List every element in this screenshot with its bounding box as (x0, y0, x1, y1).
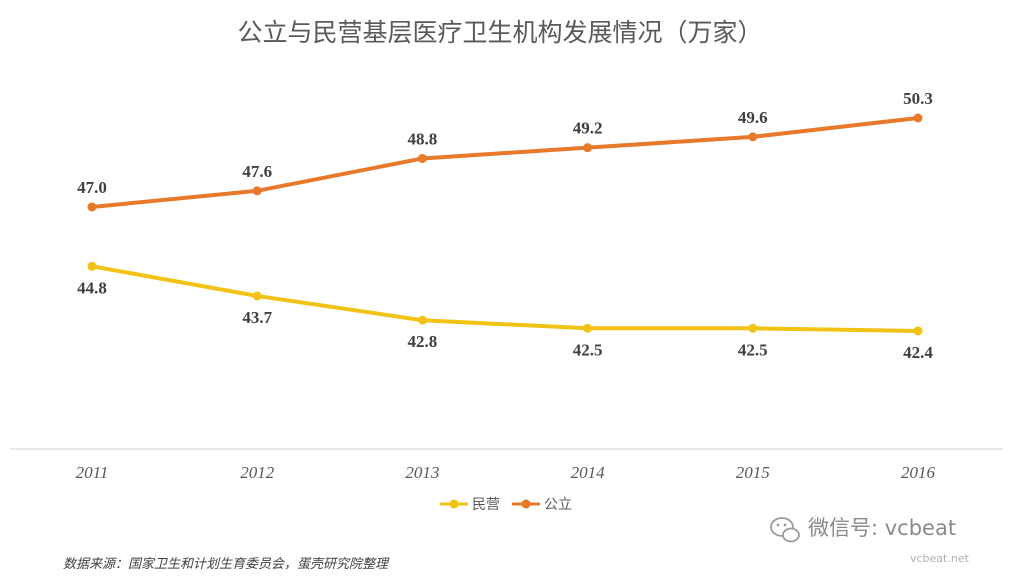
source-note: 数据来源：国家卫生和计划生育委员会，蛋壳研究院整理 (63, 556, 390, 572)
data-point (583, 143, 593, 153)
data-point (913, 113, 923, 123)
legend-label: 公立 (544, 497, 572, 513)
data-label: 48.8 (408, 129, 438, 148)
series-points (87, 113, 923, 336)
legend-label: 民营 (472, 497, 500, 513)
data-point (748, 323, 758, 333)
x-tick-label: 2014 (571, 463, 606, 482)
x-tick-label: 2013 (405, 463, 439, 482)
data-label: 49.2 (573, 119, 603, 138)
watermark-url: vcbeat.net (910, 552, 970, 565)
data-label: 47.0 (77, 178, 107, 197)
data-label: 42.8 (408, 332, 438, 351)
legend: 民营 公立 (440, 497, 572, 513)
data-point (87, 261, 97, 271)
watermark-text: 微信号: vcbeat (808, 516, 956, 540)
x-tick-label: 2015 (736, 463, 770, 482)
legend-swatch-marker (449, 499, 459, 509)
data-label: 47.6 (242, 162, 272, 181)
data-label: 42.5 (738, 340, 768, 359)
legend-swatch-marker (521, 499, 531, 509)
data-label: 44.8 (77, 278, 107, 297)
data-point (252, 291, 262, 301)
data-label: 42.4 (903, 343, 933, 362)
x-tick-label: 2016 (901, 463, 936, 482)
data-point (748, 132, 758, 142)
series-lines (90, 116, 920, 333)
data-point (913, 326, 923, 336)
chart-title: 公立与民营基层医疗卫生机构发展情况（万家） (237, 18, 762, 47)
x-tick-label: 2011 (76, 463, 109, 482)
data-label: 42.5 (573, 340, 603, 359)
watermark: 微信号: vcbeat vcbeat.net (770, 516, 970, 565)
data-point (252, 186, 262, 196)
x-axis-tick-labels: 2011 2012 2013 2014 2015 2016 (76, 463, 936, 482)
x-tick-label: 2012 (240, 463, 275, 482)
data-label: 50.3 (903, 89, 933, 108)
data-point (583, 323, 593, 333)
data-point (417, 315, 427, 325)
series-line-0 (90, 264, 920, 333)
data-point (87, 202, 97, 212)
data-label: 43.7 (242, 308, 272, 327)
data-labels: 44.8 43.7 42.8 42.5 42.5 42.4 47.0 47.6 48.8 49.2… (77, 89, 933, 362)
data-point (417, 153, 427, 163)
wechat-icon (770, 517, 800, 543)
series-line-1 (90, 116, 920, 209)
data-label: 49.6 (738, 108, 768, 127)
